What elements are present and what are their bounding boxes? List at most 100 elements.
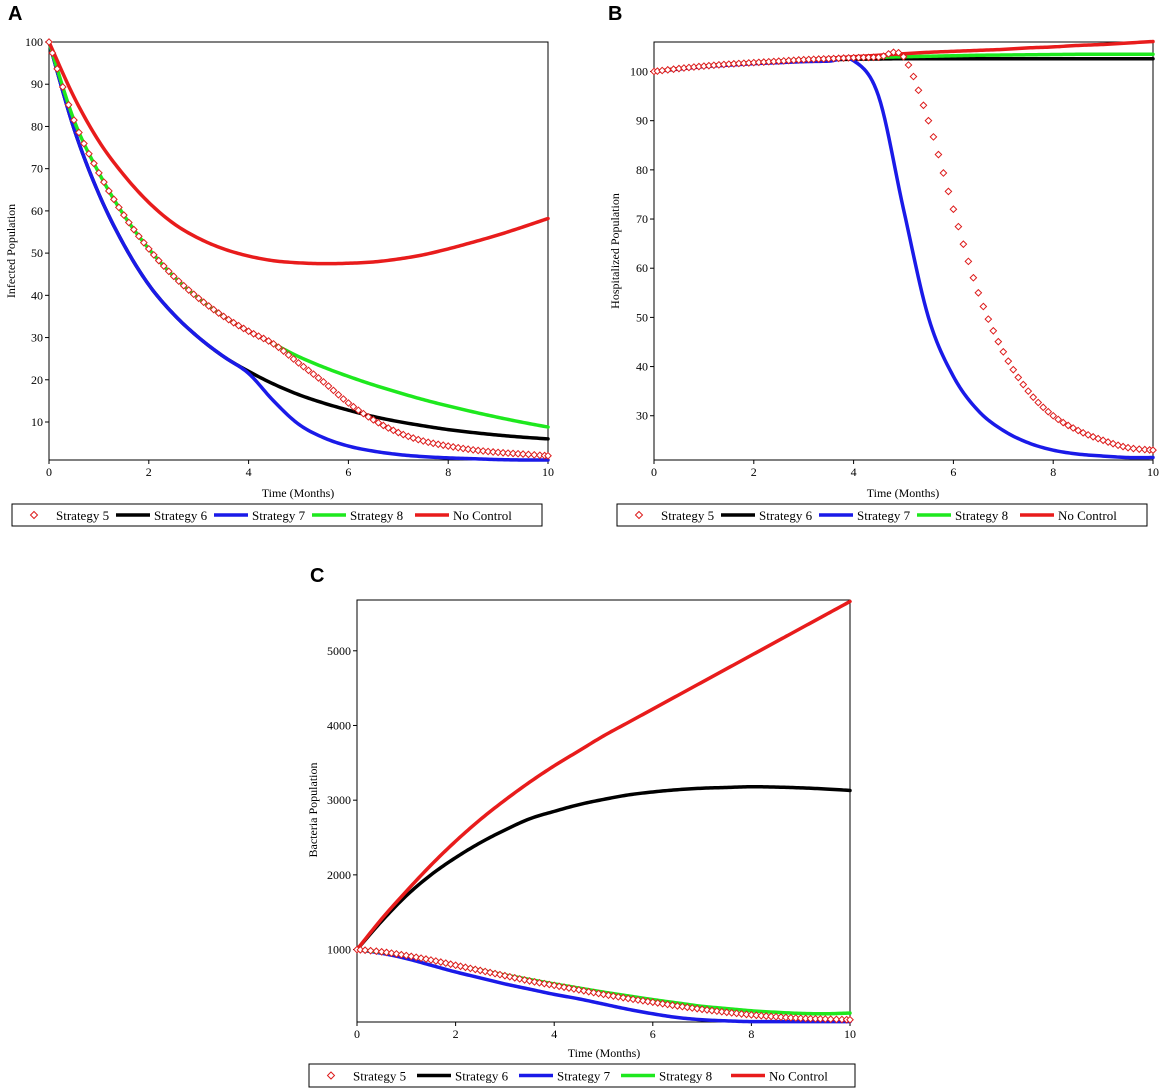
data-point-marker (244, 327, 253, 336)
x-axis-label-a: Time (Months) (262, 486, 335, 500)
y-tick-label: 70 (31, 162, 43, 176)
data-point-marker (565, 984, 573, 992)
legend-marker (634, 510, 644, 520)
data-point-marker (949, 205, 958, 214)
legend-frame (308, 1063, 856, 1088)
data-point-marker (364, 412, 373, 421)
data-point-marker (304, 366, 313, 375)
plot-area-a: 0 2 4 6 8 10 10 20 30 40 50 60 70 80 90 100 (25, 35, 554, 479)
data-point-marker (104, 187, 113, 195)
data-point-marker (919, 101, 928, 110)
data-point-marker (703, 1006, 711, 1014)
data-point-marker (1149, 446, 1157, 455)
data-point-marker (431, 957, 440, 965)
data-point-marker (1024, 387, 1033, 396)
data-point-marker (469, 445, 478, 454)
data-point-marker (314, 374, 323, 382)
data-point-marker (688, 1004, 697, 1012)
panel-letter-b: B (608, 3, 622, 25)
data-point-marker (589, 988, 598, 997)
legend-label: Strategy 5 (353, 1069, 406, 1084)
data-point-marker (879, 52, 888, 61)
legend-frame (11, 503, 543, 527)
x-tick-label: 6 (345, 465, 351, 479)
data-point-marker (444, 442, 453, 450)
data-point-marker (648, 998, 657, 1007)
data-point-marker (801, 1014, 810, 1023)
data-point-marker (134, 232, 143, 241)
data-point-marker (614, 992, 623, 1001)
data-point-marker (629, 995, 637, 1004)
data-point-marker (1034, 398, 1043, 407)
x-axis-label-b: Time (Months) (867, 486, 940, 500)
data-point-marker (752, 1011, 761, 1020)
data-point-marker (436, 958, 445, 966)
data-point-marker (762, 1012, 771, 1020)
data-point-marker (668, 1001, 677, 1010)
legend-label: Strategy 6 (154, 508, 208, 523)
data-point-marker (229, 318, 238, 327)
data-point-marker (124, 218, 133, 227)
data-point-marker (811, 1014, 820, 1023)
data-point-marker (639, 996, 647, 1005)
data-point-marker (407, 952, 416, 961)
data-point-marker (1094, 434, 1103, 443)
data-point-marker (994, 337, 1003, 346)
data-point-marker (1014, 373, 1023, 382)
data-point-marker (424, 438, 433, 447)
data-point-marker (525, 977, 534, 985)
legend-item: Strategy 7 (519, 1069, 611, 1084)
data-point-marker (555, 982, 564, 991)
data-point-marker (504, 449, 512, 458)
data-point-marker (402, 951, 411, 960)
legend-item: Strategy 8 (917, 508, 1008, 523)
legend-item: Strategy 6 (417, 1069, 509, 1084)
data-point-marker (109, 195, 118, 204)
y-tick-label: 60 (636, 261, 648, 275)
plot-area-b: 0 2 4 6 8 10 30 40 50 60 70 80 90 100 (630, 39, 1159, 479)
data-point-marker (584, 987, 593, 996)
data-point-marker (284, 351, 293, 359)
data-point-marker (359, 409, 368, 418)
data-point-marker (372, 947, 381, 956)
data-point-marker (1064, 421, 1073, 430)
legend-item: Strategy 7 (819, 508, 911, 523)
data-point-marker (964, 257, 973, 266)
data-point-marker (643, 997, 652, 1006)
data-point-marker (324, 382, 333, 390)
x-tick-label: 4 (551, 1027, 557, 1041)
legend-label: Strategy 7 (252, 508, 306, 523)
data-point-marker (114, 203, 123, 212)
data-point-marker (456, 962, 465, 971)
data-point-marker (464, 445, 473, 454)
y-tick-label: 3000 (327, 793, 351, 807)
data-point-marker (544, 451, 552, 460)
panel-letter-c: C (310, 565, 324, 587)
data-point-marker (1074, 426, 1083, 435)
data-point-marker (1009, 365, 1018, 374)
legend-label: Strategy 5 (661, 508, 714, 523)
data-point-marker (58, 83, 67, 91)
legend-frame (616, 503, 1148, 527)
data-point-marker (550, 981, 559, 990)
data-point-marker (209, 305, 218, 314)
data-point-marker (984, 315, 993, 324)
x-tick-label: 10 (542, 465, 554, 479)
y-tick-label: 100 (630, 65, 648, 79)
data-point-marker (673, 1002, 682, 1010)
data-point-marker (499, 448, 507, 457)
data-point-marker (154, 256, 163, 265)
y-tick-label: 1000 (327, 943, 351, 957)
data-point-marker (194, 294, 203, 303)
data-point-marker (1099, 436, 1108, 445)
data-point-marker (796, 1014, 805, 1023)
data-point-marker (727, 1008, 736, 1017)
data-point-marker (821, 1015, 830, 1023)
data-point-marker (989, 326, 998, 335)
y-tick-label: 60 (31, 204, 43, 218)
data-point-marker (514, 449, 522, 458)
data-point-marker (387, 949, 396, 958)
data-point-marker (1054, 415, 1063, 424)
data-point-marker (904, 61, 913, 69)
plot-frame (48, 41, 549, 461)
